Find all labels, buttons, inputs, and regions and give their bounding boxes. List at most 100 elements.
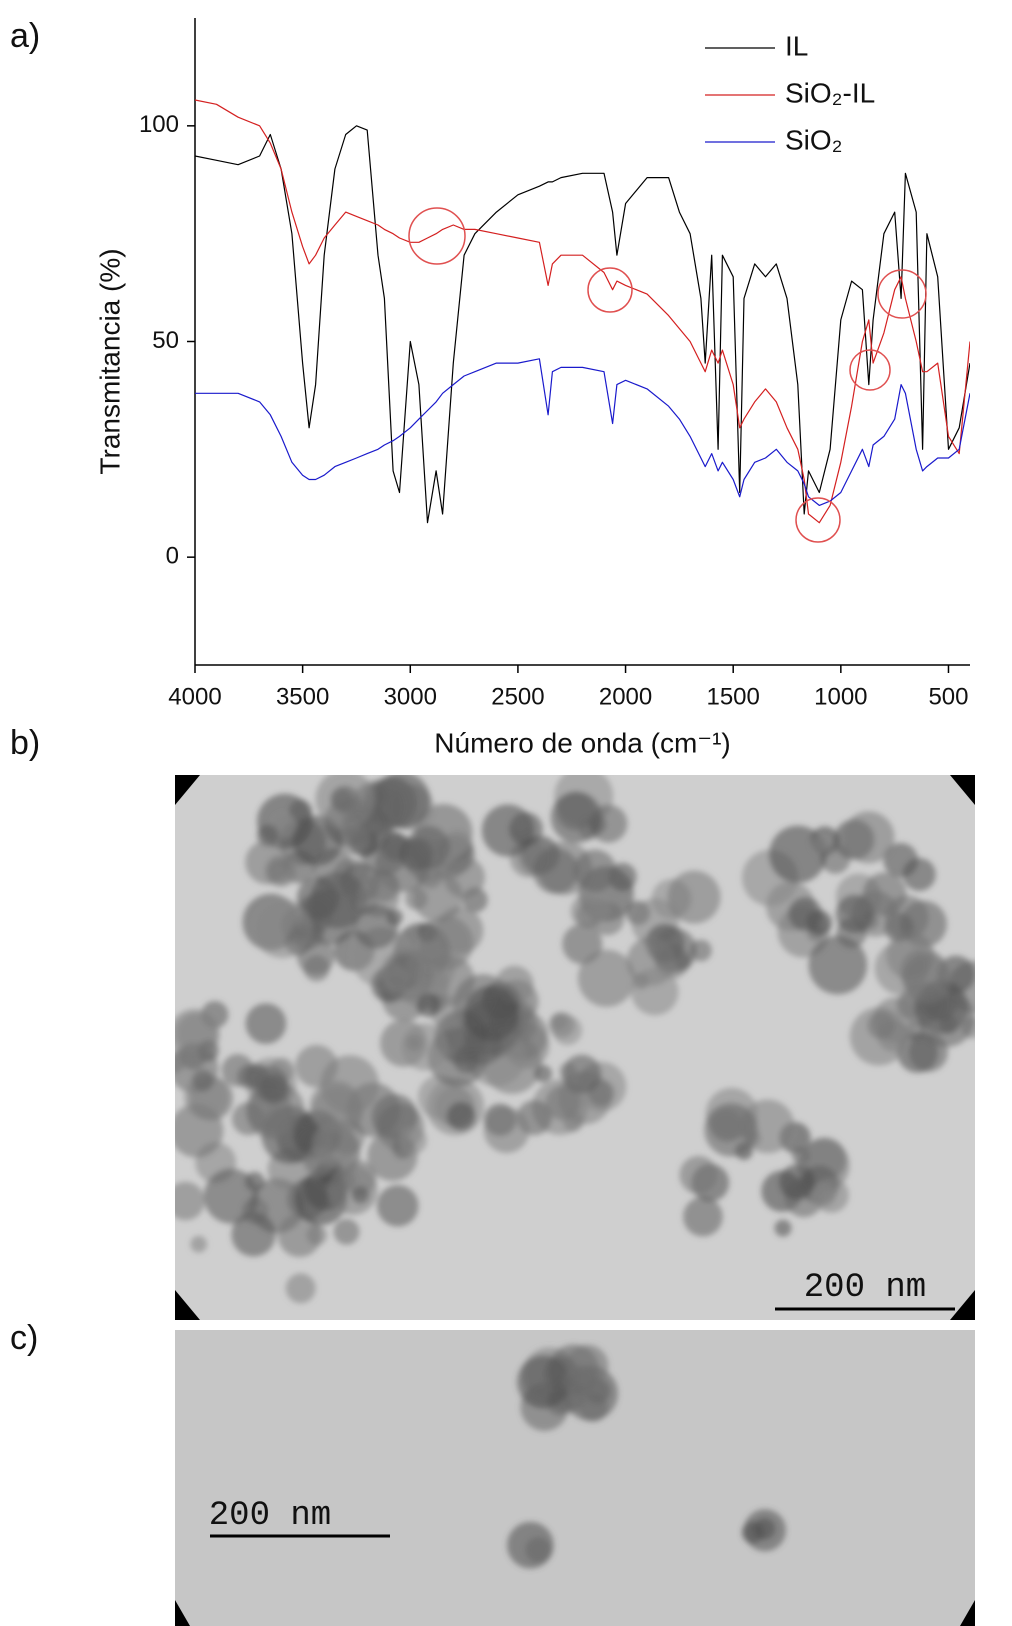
particle [353,904,399,949]
highlight-circle [849,349,891,391]
panel-label: b) [10,724,40,762]
particle [511,813,529,831]
particles [175,775,1001,1304]
particle [296,937,335,976]
particle [550,1013,567,1030]
particle [253,899,312,959]
x-tick-label: 3500 [276,683,329,710]
particle [376,1185,419,1227]
particle [328,1165,378,1215]
legend-label: SiO₂-IL [785,77,875,108]
corner [960,1600,975,1626]
particle [333,1218,360,1245]
particle [351,1186,369,1204]
corner [950,1290,975,1320]
corner [950,775,975,805]
particle [245,840,289,885]
legend-label: IL [785,30,808,61]
particle [203,1168,259,1224]
particle [811,835,830,854]
particle [398,1126,427,1155]
particle [192,1069,214,1092]
particle [446,1102,476,1131]
chart: a) 0 50 100 4000 3500 3000 2500 2000 1500 1000 500 N… [10,17,970,758]
panel-label: a) [10,17,40,55]
particle [532,848,579,894]
particle [586,897,611,922]
particle [277,1213,322,1258]
x-tick-label: 4000 [168,683,221,710]
particle [563,1365,596,1398]
particle [683,1196,723,1237]
particle [631,967,679,1016]
particle [774,1219,792,1237]
particle [245,1003,287,1044]
particle [808,935,868,995]
x-tick-label: 3000 [384,683,437,710]
particle [406,825,450,870]
particle [842,811,895,864]
particle [175,1051,185,1074]
legend: IL SiO₂-IL SiO₂ [705,30,875,155]
particle [336,820,371,856]
particle [259,1106,291,1137]
particle [309,1080,362,1134]
particle [769,825,827,883]
particle [563,1112,584,1132]
panel-label: c) [10,1319,38,1357]
particle [237,1064,262,1090]
particle [383,966,409,992]
particle [534,1064,553,1083]
particle [550,791,602,844]
particle [231,1212,276,1257]
highlight-circle [587,267,633,313]
particle [419,916,474,971]
particle [292,815,343,866]
particle [704,1103,758,1157]
mask-right [975,1330,1012,1626]
series-line [195,358,970,506]
particles [507,1344,787,1569]
mask-right [975,775,1012,1320]
particle [862,872,907,916]
particle [820,844,851,874]
particle [574,849,617,892]
particle [272,813,297,838]
particle [259,1074,290,1104]
x-tick-label: 1500 [706,683,759,710]
particle [315,775,375,829]
particle [803,1137,847,1181]
particle [917,989,975,1048]
x-tick-label: 500 [928,683,968,710]
particle [401,1023,449,1071]
particle [545,1085,581,1121]
scale-bar-label: 200 nm [804,1269,926,1307]
particle [813,1177,849,1213]
micrograph [175,1330,1012,1626]
highlight-circle [877,269,927,319]
annotation-circles [408,207,927,543]
x-tick-label: 2000 [599,683,652,710]
y-tick-label: 0 [166,543,179,570]
y-axis-title: Transmitancia (%) [94,248,125,474]
y-tick-label: 50 [152,327,179,354]
y-tick-label: 100 [139,111,179,138]
particle [667,870,721,924]
particle [779,1164,815,1200]
series-line [195,99,970,524]
micrographs: b) 200 nm c) 200 nm [10,724,1012,1626]
corner [175,1600,190,1626]
particle [463,985,519,1042]
x-tick-label: 2500 [491,683,544,710]
legend-label: SiO₂ [785,124,843,155]
particle [190,1235,207,1253]
micrograph [175,775,1012,1320]
particle [743,1509,787,1552]
particle [902,858,936,891]
particle [507,1521,554,1569]
particle [788,897,823,931]
particle [443,856,485,899]
particle [835,894,874,934]
particle [175,1181,205,1221]
